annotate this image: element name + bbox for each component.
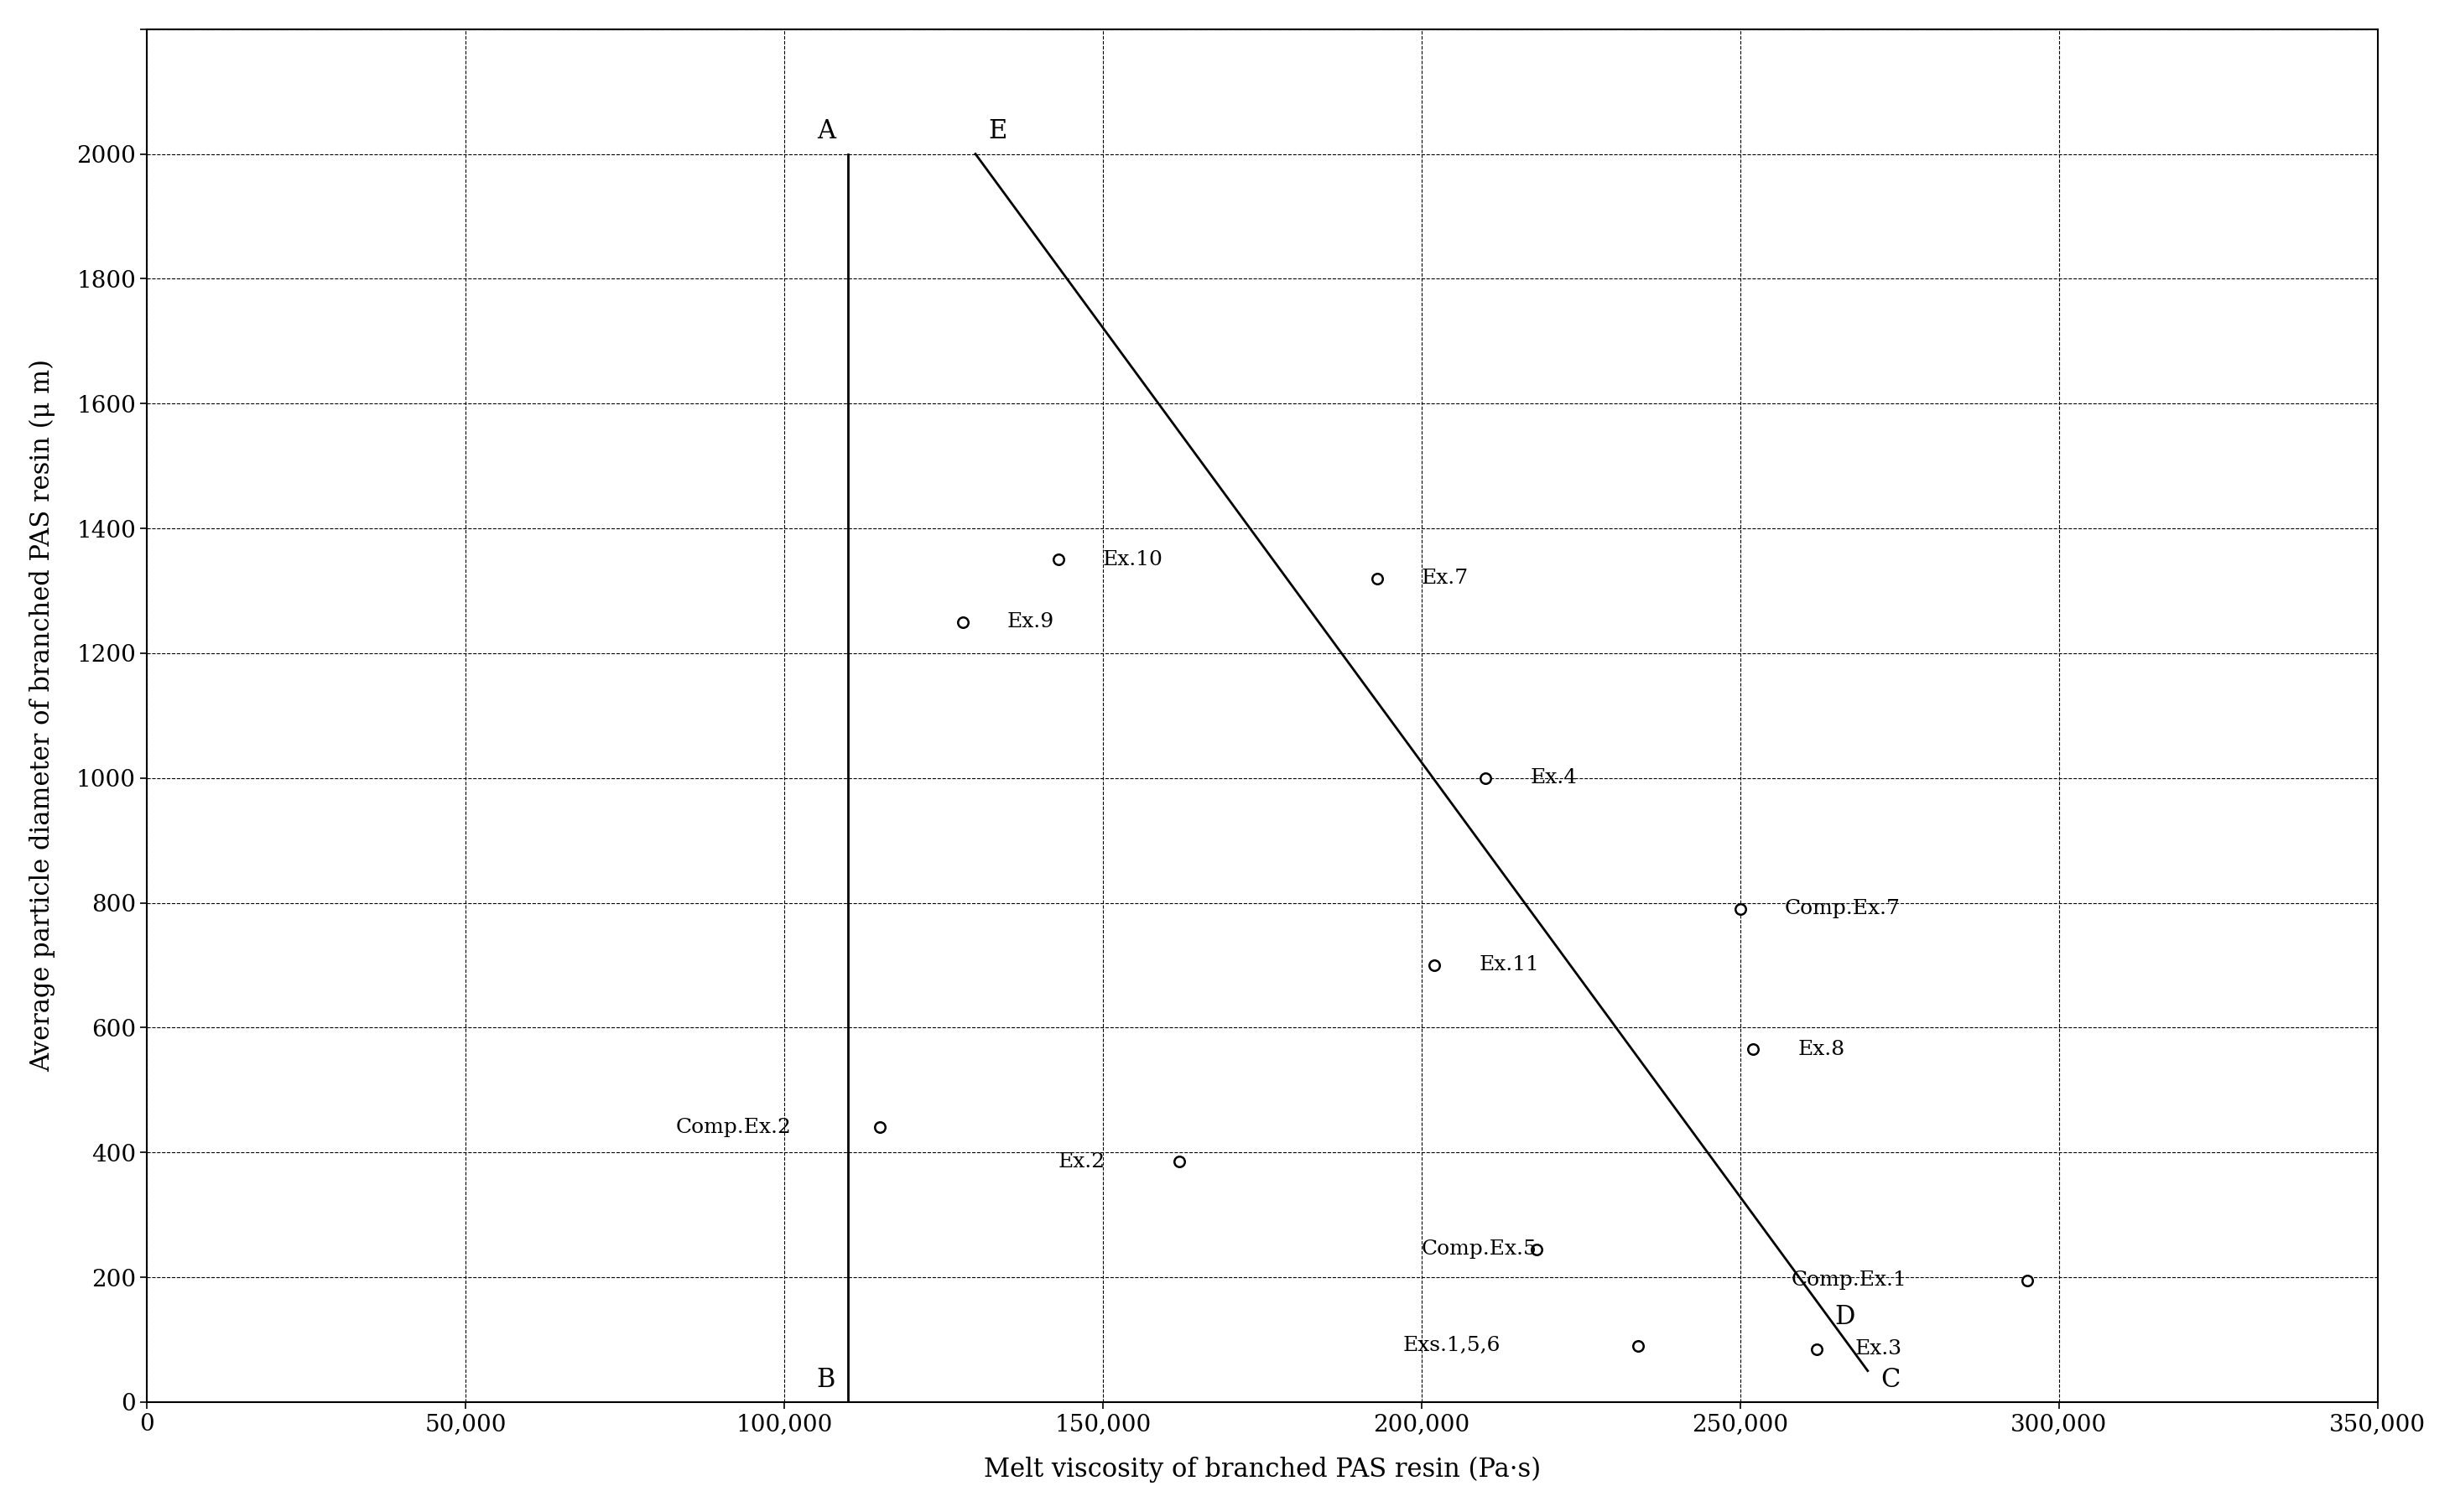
Text: Comp.Ex.7: Comp.Ex.7 — [1785, 900, 1900, 919]
Text: A: A — [818, 118, 835, 145]
Text: Ex.8: Ex.8 — [1797, 1040, 1844, 1058]
Text: Comp.Ex.2: Comp.Ex.2 — [675, 1117, 791, 1137]
Text: Comp.Ex.1: Comp.Ex.1 — [1792, 1270, 1908, 1290]
Text: B: B — [818, 1367, 835, 1393]
Text: Comp.Ex.5: Comp.Ex.5 — [1421, 1240, 1537, 1259]
Text: Ex.4: Ex.4 — [1529, 768, 1576, 788]
Text: C: C — [1881, 1367, 1900, 1393]
X-axis label: Melt viscosity of branched PAS resin (Pa·s): Melt viscosity of branched PAS resin (Pa… — [984, 1456, 1542, 1483]
Text: Exs.1,5,6: Exs.1,5,6 — [1402, 1337, 1500, 1356]
Text: Ex.9: Ex.9 — [1007, 612, 1053, 632]
Y-axis label: Average particle diameter of branched PAS resin (μ m): Average particle diameter of branched PA… — [29, 360, 56, 1072]
Text: Ex.11: Ex.11 — [1478, 956, 1539, 975]
Text: E: E — [989, 118, 1007, 145]
Text: Ex.2: Ex.2 — [1058, 1152, 1105, 1172]
Text: D: D — [1834, 1305, 1856, 1331]
Text: Ex.3: Ex.3 — [1856, 1340, 1903, 1359]
Text: Ex.7: Ex.7 — [1421, 569, 1468, 588]
Text: Ex.10: Ex.10 — [1102, 550, 1164, 569]
